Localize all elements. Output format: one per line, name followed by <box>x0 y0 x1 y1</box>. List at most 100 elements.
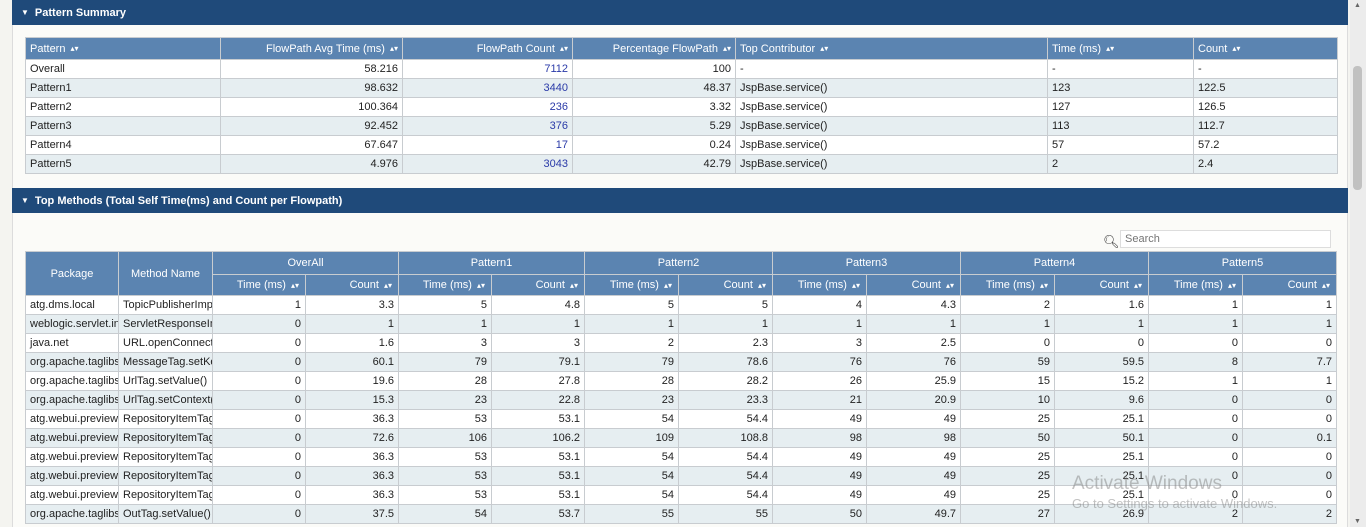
value-cell: 25.1 <box>1054 409 1149 429</box>
package-cell: atg.dms.local <box>25 295 119 315</box>
sort-icon[interactable]: ▴▾ <box>1232 44 1241 54</box>
value-cell: 0 <box>1148 447 1243 467</box>
table-row: atg.webui.preview RepositoryItemTag 0 36.3 5… <box>25 466 1337 486</box>
column-header[interactable]: FlowPath Avg Time (ms) ▴▾ <box>220 37 403 60</box>
flowpath-count-link[interactable]: 376 <box>402 116 573 136</box>
column-header-count[interactable]: Count ▴▾ <box>866 274 961 296</box>
column-header[interactable]: Time (ms) ▴▾ <box>1047 37 1194 60</box>
search-icon[interactable]: 🔍︎ <box>1103 234 1120 249</box>
column-header-time[interactable]: Time (ms) ▴▾ <box>584 274 679 296</box>
value-cell: 49.7 <box>866 504 961 524</box>
sort-icon[interactable]: ▴▾ <box>559 44 568 54</box>
sort-icon[interactable]: ▴▾ <box>1227 280 1236 290</box>
sort-icon[interactable]: ▴▾ <box>476 280 485 290</box>
value-cell: 0 <box>1242 485 1337 505</box>
value-cell: 0 <box>1242 390 1337 410</box>
column-header-time[interactable]: Time (ms) ▴▾ <box>212 274 306 296</box>
value-cell: 53 <box>398 466 492 486</box>
package-cell: weblogic.servlet.internal <box>25 314 119 334</box>
value-cell: 28 <box>584 371 679 391</box>
value-cell: 1 <box>584 314 679 334</box>
value-cell: 0 <box>1054 333 1149 353</box>
table-cell: Pattern1 <box>25 78 221 98</box>
value-cell: 76 <box>866 352 961 372</box>
sort-icon[interactable]: ▴▾ <box>663 280 672 290</box>
value-cell: 0 <box>1242 466 1337 486</box>
column-header[interactable]: Top Contributor ▴▾ <box>735 37 1048 60</box>
sort-icon[interactable]: ▴▾ <box>820 44 829 54</box>
table-cell: 98.632 <box>220 78 403 98</box>
flowpath-count-link[interactable]: 7112 <box>402 59 573 79</box>
column-header-count[interactable]: Count ▴▾ <box>1242 274 1337 296</box>
page-scrollbar[interactable]: ▲ ▼ <box>1350 0 1366 527</box>
column-header-time[interactable]: Time (ms) ▴▾ <box>1148 274 1243 296</box>
table-row: org.apache.taglibsMessageTag.setKey()060… <box>25 352 1337 372</box>
column-header[interactable]: FlowPath Count ▴▾ <box>402 37 573 60</box>
caret-down-icon[interactable]: ▼ <box>21 196 29 205</box>
value-cell: 98 <box>866 428 961 448</box>
scrollbar-thumb[interactable] <box>1353 66 1362 190</box>
value-cell: 0 <box>212 409 306 429</box>
flowpath-count-link[interactable]: 17 <box>402 135 573 155</box>
table-cell: 48.37 <box>572 78 736 98</box>
column-header-count[interactable]: Count ▴▾ <box>678 274 773 296</box>
value-cell: 53 <box>398 409 492 429</box>
column-header-label: Pattern <box>30 42 66 55</box>
table-cell: 57.2 <box>1193 135 1338 155</box>
column-header-label: Top Contributor <box>740 42 816 55</box>
value-cell: 0 <box>1242 447 1337 467</box>
sort-icon[interactable]: ▴▾ <box>945 280 954 290</box>
column-header[interactable]: Percentage FlowPath ▴▾ <box>572 37 736 60</box>
column-header-time[interactable]: Time (ms) ▴▾ <box>772 274 867 296</box>
package-cell: atg.webui.preview <box>25 466 119 486</box>
sort-icon[interactable]: ▴▾ <box>389 44 398 54</box>
sort-icon[interactable]: ▴▾ <box>757 280 766 290</box>
table-row: atg.webui.preview RepositoryItemTag 0 36.3 5… <box>25 409 1337 429</box>
summary-header-row: Pattern ▴▾ FlowPath Avg Time (ms) ▴▾ FlowPat… <box>25 37 1338 60</box>
value-cell: 1 <box>398 314 492 334</box>
sort-icon[interactable]: ▴▾ <box>70 44 79 54</box>
scroll-down-arrow-icon[interactable]: ▼ <box>1354 518 1361 525</box>
column-header-time[interactable]: Time (ms) ▴▾ <box>398 274 492 296</box>
sort-icon[interactable]: ▴▾ <box>569 280 578 290</box>
sort-icon[interactable]: ▴▾ <box>1106 44 1115 54</box>
value-cell: 2 <box>960 295 1055 315</box>
flowpath-count-link[interactable]: 236 <box>402 97 573 117</box>
column-header-count[interactable]: Count ▴▾ <box>491 274 585 296</box>
table-cell: - <box>1047 59 1194 79</box>
table-row: org.apache.taglibs UrlTag.setContext() 0 15… <box>25 390 1337 410</box>
flowpath-count-link[interactable]: 3043 <box>402 154 573 174</box>
scroll-up-arrow-icon[interactable]: ▲ <box>1354 2 1361 9</box>
value-cell: 5 <box>678 295 773 315</box>
sort-icon[interactable]: ▴▾ <box>383 280 392 290</box>
value-cell: 54.4 <box>678 409 773 429</box>
column-header-label: Time (ms) <box>797 279 847 291</box>
pattern-summary-header[interactable]: ▼ Pattern Summary <box>12 0 1348 25</box>
column-header[interactable]: Count ▴▾ <box>1193 37 1338 60</box>
column-header-count[interactable]: Count ▴▾ <box>305 274 399 296</box>
table-cell: Pattern3 <box>25 116 221 136</box>
caret-down-icon[interactable]: ▼ <box>21 8 29 17</box>
value-cell: 109 <box>584 428 679 448</box>
sort-icon[interactable]: ▴▾ <box>290 280 299 290</box>
top-methods-header[interactable]: ▼ Top Methods (Total Self Time(ms) and C… <box>12 188 1348 213</box>
sort-icon[interactable]: ▴▾ <box>1039 280 1048 290</box>
column-header-time[interactable]: Time (ms) ▴▾ <box>960 274 1055 296</box>
value-cell: 72.6 <box>305 428 399 448</box>
methods-header-row-groups: Package Method Name OverAll Pattern1 Pattern… <box>25 251 1337 296</box>
column-header-method-name[interactable]: Method Name <box>118 251 213 296</box>
search-input[interactable] <box>1120 230 1331 248</box>
column-header-count[interactable]: Count ▴▾ <box>1054 274 1149 296</box>
value-cell: 0 <box>1148 333 1243 353</box>
column-header[interactable]: Pattern ▴▾ <box>25 37 221 60</box>
sort-icon[interactable]: ▴▾ <box>851 280 860 290</box>
summary-body: Overall 58.216 7112 100- - - Pattern1 98.632 344… <box>25 59 1338 174</box>
sort-icon[interactable]: ▴▾ <box>1321 280 1330 290</box>
sort-icon[interactable]: ▴▾ <box>1133 280 1142 290</box>
flowpath-count-link[interactable]: 3440 <box>402 78 573 98</box>
column-header-package[interactable]: Package <box>25 251 119 296</box>
table-cell: 123 <box>1047 78 1194 98</box>
sort-icon[interactable]: ▴▾ <box>722 44 731 54</box>
package-cell: org.apache.taglibs <box>25 390 119 410</box>
table-row: atg.webui.preview RepositoryItemTag 0 36.3 5… <box>25 485 1337 505</box>
